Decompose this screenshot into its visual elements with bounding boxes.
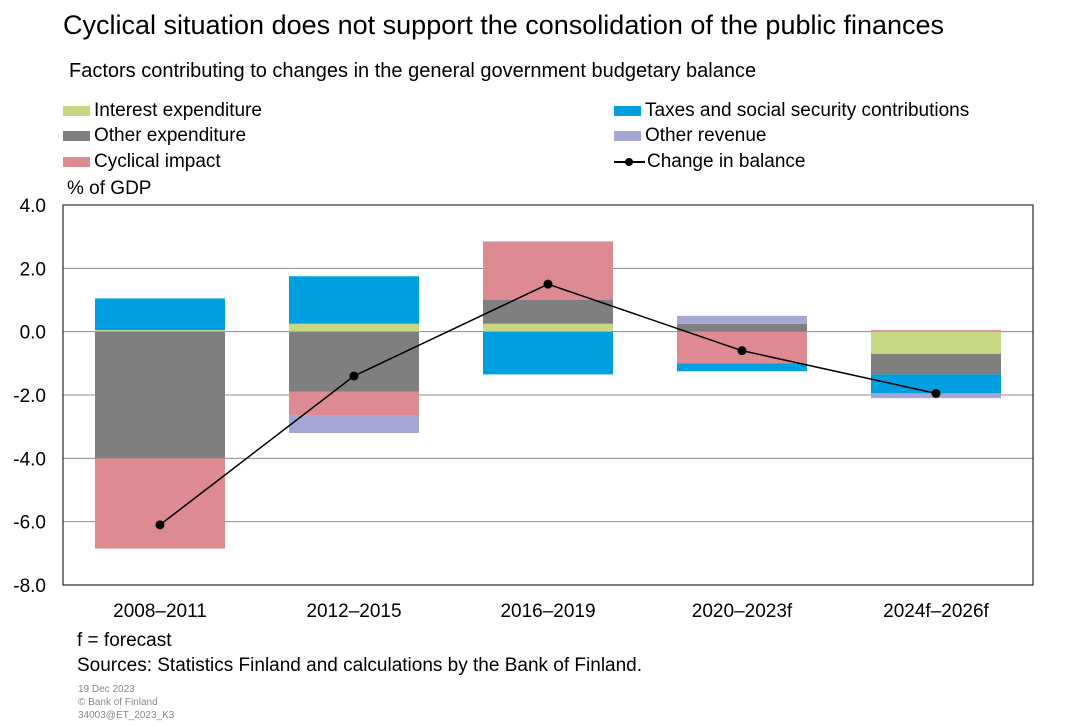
legend-swatch-taxes	[614, 106, 641, 116]
bar-cyclical	[95, 458, 225, 549]
legend-label-taxes: Taxes and social security contributions	[645, 100, 970, 121]
bar-interest	[95, 330, 225, 332]
legend-item-taxes: Taxes and social security contributions	[614, 100, 969, 122]
bar-other_exp	[871, 353, 1001, 375]
bar-taxes	[871, 374, 1001, 394]
footer-copyright: © Bank of Finland	[78, 697, 158, 708]
chart-title: Cyclical situation does not support the …	[63, 10, 945, 40]
legend-item-interest: Interest expenditure	[63, 100, 262, 122]
legend-label-other-expenditure: Other expenditure	[94, 125, 247, 146]
legend-label-cyclical: Cyclical impact	[94, 151, 221, 172]
legend-item-other-expenditure: Other expenditure	[63, 125, 246, 147]
legend-line-marker-icon	[614, 157, 645, 167]
x-tick-label: 2008–2011	[113, 601, 207, 622]
legend-item-cyclical: Cyclical impact	[63, 151, 221, 173]
legend-swatch-cyclical	[63, 157, 90, 167]
balance-point	[543, 279, 553, 289]
bar-interest	[871, 331, 1001, 354]
footer-date: 19 Dec 2023	[78, 684, 135, 695]
y-tick-label: -4.0	[13, 449, 46, 470]
footnote-forecast: f = forecast	[77, 630, 172, 651]
legend-swatch-other-expenditure	[63, 131, 90, 141]
legend-item-balance: Change in balance	[614, 151, 805, 173]
balance-point	[155, 520, 165, 530]
y-tick-label: 4.0	[20, 196, 46, 217]
legend-swatch-interest	[63, 106, 90, 116]
legend-label-balance: Change in balance	[647, 151, 806, 172]
balance-point	[931, 388, 941, 398]
bar-taxes	[289, 276, 419, 324]
balance-point	[349, 371, 359, 381]
y-tick-label: -2.0	[13, 386, 46, 407]
x-tick-label: 2020–2023f	[692, 601, 793, 622]
bar-cyclical	[483, 241, 613, 300]
x-tick-label: 2012–2015	[306, 601, 401, 622]
footer-id: 34003@ET_2023_K3	[78, 710, 175, 721]
y-tick-labels: 4.0 2.0 0.0 -2.0 -4.0 -6.0 -8.0	[13, 196, 46, 597]
x-tick-label: 2024f–2026f	[883, 601, 989, 622]
bar-taxes	[677, 363, 807, 372]
bar-taxes	[95, 298, 225, 331]
legend-label-other-revenue: Other revenue	[645, 125, 767, 146]
legend-label-interest: Interest expenditure	[94, 100, 262, 121]
chart-subtitle: Factors contributing to changes in the g…	[69, 60, 757, 82]
bar-other_exp	[483, 300, 613, 324]
bar-other_exp	[289, 331, 419, 392]
x-tick-labels: 2008–2011 2012–2015 2016–2019 2020–2023f 202…	[113, 601, 989, 622]
bar-taxes	[483, 331, 613, 375]
bar-interest	[483, 323, 613, 332]
y-axis-unit: % of GDP	[67, 178, 152, 199]
balance-line	[155, 279, 941, 530]
balance-point	[737, 346, 747, 356]
y-tick-label: -6.0	[13, 513, 46, 534]
legend-item-other-revenue: Other revenue	[614, 125, 766, 147]
footnote-sources: Sources: Statistics Finland and calculat…	[77, 655, 643, 676]
bar-other_exp	[95, 331, 225, 459]
y-tick-label: -8.0	[13, 576, 46, 597]
bar-interest	[289, 323, 419, 332]
y-tick-label: 2.0	[20, 259, 46, 280]
bar-other_rev	[289, 415, 419, 433]
legend-swatch-other-revenue	[614, 131, 641, 141]
x-tick-label: 2016–2019	[500, 601, 595, 622]
bar-cyclical	[871, 330, 1001, 332]
bar-other_exp	[677, 323, 807, 332]
y-tick-label: 0.0	[20, 323, 46, 344]
bar-cyclical	[289, 391, 419, 416]
bar-other_rev	[677, 315, 807, 324]
plot-frame	[62, 204, 1034, 586]
